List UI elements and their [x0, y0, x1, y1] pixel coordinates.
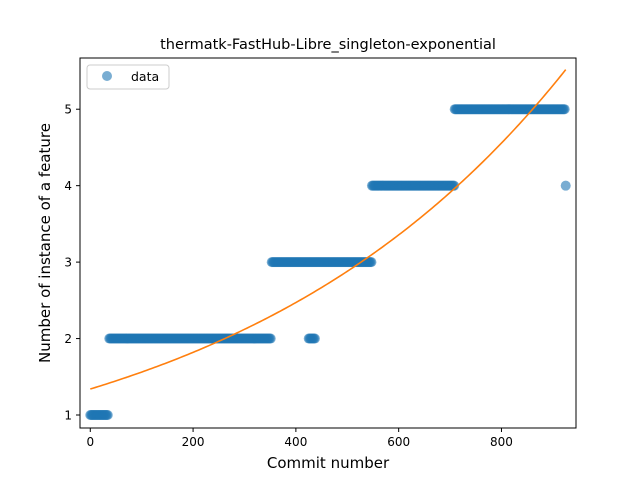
legend-label-data: data [131, 69, 159, 84]
data-point [366, 257, 377, 268]
legend-box [86, 64, 170, 90]
legend: data [86, 64, 170, 90]
y-axis-ticks: 1 2 3 4 5 [64, 103, 80, 423]
x-tick-label: 200 [182, 435, 205, 449]
y-tick-label: 3 [64, 256, 72, 270]
fit-line [90, 69, 567, 390]
data-point [102, 410, 113, 420]
x-tick-label: 400 [284, 435, 307, 449]
x-axis-label: Commit number [267, 454, 390, 472]
x-tick-label: 600 [387, 435, 410, 449]
x-tick-label: 800 [490, 435, 513, 449]
data-point [559, 104, 570, 115]
y-axis-label: Number of instance of a feature [36, 123, 54, 363]
plot-series [85, 69, 571, 420]
legend-marker-data [102, 71, 112, 81]
data-point [309, 333, 320, 344]
chart-title: thermatk-FastHub-Libre_singleton-exponen… [160, 37, 496, 53]
plot-frame [79, 57, 577, 429]
data-point [265, 333, 276, 344]
data-point [560, 180, 571, 191]
data-point [449, 180, 460, 191]
y-tick-label: 1 [64, 409, 72, 423]
y-tick-label: 2 [64, 332, 72, 346]
x-tick-label: 0 [86, 435, 94, 449]
x-axis-ticks: 0 200 400 600 800 [86, 428, 513, 449]
y-tick-label: 4 [64, 179, 72, 193]
y-tick-label: 5 [64, 103, 72, 117]
